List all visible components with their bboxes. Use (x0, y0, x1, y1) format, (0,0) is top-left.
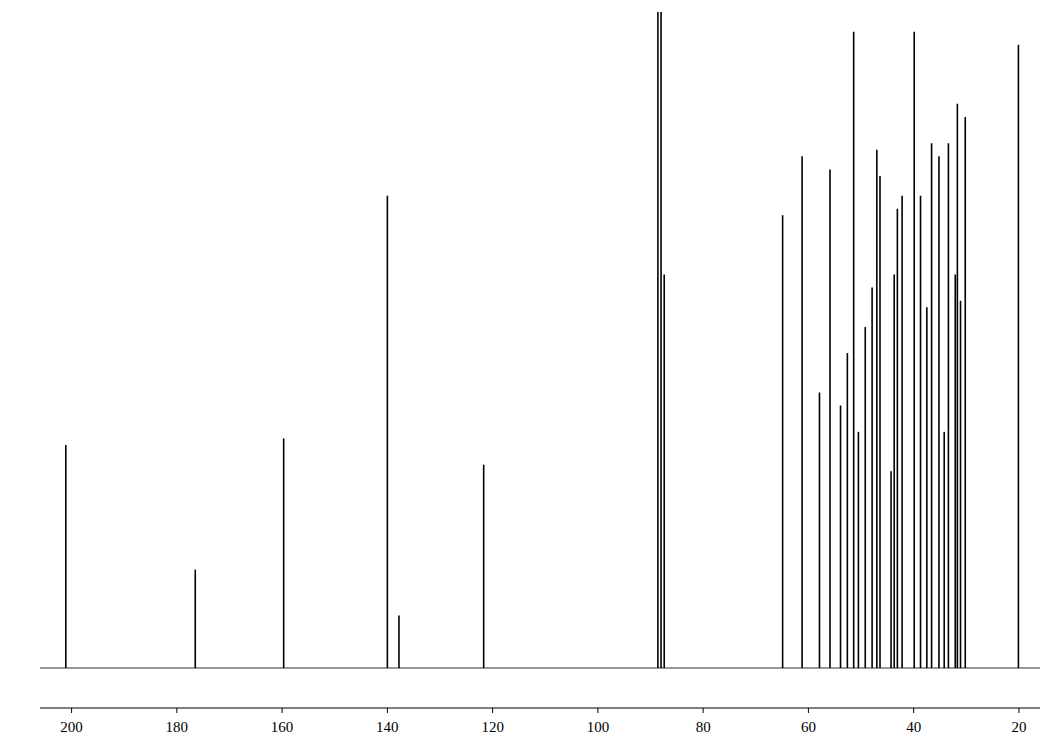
x-tick-label: 80 (696, 719, 711, 735)
x-tick-label: 160 (271, 719, 294, 735)
peak (1018, 45, 1020, 668)
peak (901, 196, 903, 668)
peak (801, 156, 803, 668)
x-axis (40, 707, 1040, 708)
peak (871, 288, 873, 668)
x-tick (703, 708, 704, 713)
peak (387, 196, 389, 668)
peak (897, 209, 899, 668)
x-tick (597, 708, 598, 713)
x-tick-label: 180 (166, 719, 189, 735)
peak (194, 570, 196, 668)
x-tick (71, 708, 72, 713)
peak (893, 274, 895, 668)
x-tick-label: 140 (376, 719, 399, 735)
peak (819, 392, 821, 668)
peak (398, 616, 400, 668)
x-tick-label: 100 (587, 719, 610, 735)
peak (829, 169, 831, 668)
x-tick (492, 708, 493, 713)
peak (483, 465, 485, 668)
x-tick (176, 708, 177, 713)
peak (890, 471, 892, 668)
peak (931, 143, 933, 668)
x-tick-label: 60 (801, 719, 816, 735)
peak (660, 12, 662, 668)
peak (957, 104, 959, 668)
peak (954, 274, 956, 668)
peak (853, 32, 855, 668)
peak (938, 156, 940, 668)
peak (65, 445, 67, 668)
x-tick-label: 120 (481, 719, 504, 735)
x-tick (913, 708, 914, 713)
peak (920, 196, 922, 668)
peak (948, 143, 950, 668)
peak (657, 12, 659, 668)
peak (913, 32, 915, 668)
peak (879, 176, 881, 668)
chart: 200 180 160 140 120 100 80 60 40 20 (0, 0, 1064, 755)
x-tick (808, 708, 809, 713)
x-tick-label: 200 (60, 719, 83, 735)
x-tick (1018, 708, 1019, 713)
peak (964, 117, 966, 668)
x-tick (387, 708, 388, 713)
x-tick-label: 40 (906, 719, 921, 735)
peak (663, 274, 665, 668)
peak (864, 327, 866, 668)
peak (858, 432, 860, 668)
x-tick (282, 708, 283, 713)
baseline (40, 668, 1040, 669)
peak (943, 432, 945, 668)
peak (283, 438, 285, 668)
peak (876, 150, 878, 668)
peak (926, 307, 928, 668)
x-tick-label: 20 (1011, 719, 1026, 735)
peaks (66, 12, 1019, 668)
peak (847, 353, 849, 668)
peak (782, 215, 784, 668)
peak (960, 301, 962, 668)
peak (840, 406, 842, 668)
